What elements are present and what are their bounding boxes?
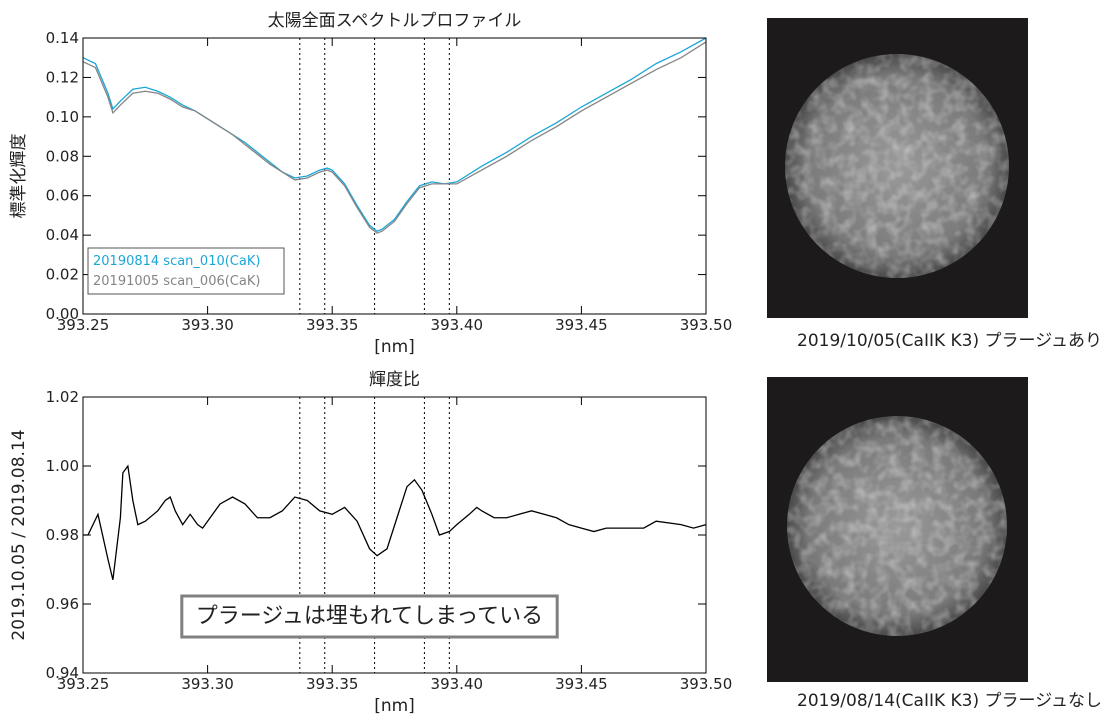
chart-title: 太陽全面スペクトルプロファイル	[268, 11, 522, 31]
data-line	[83, 42, 706, 233]
y-tick-label: 0.06	[46, 187, 79, 205]
x-axis-label: [nm]	[374, 337, 415, 357]
solar-image	[767, 377, 1028, 682]
x-tick-label: 393.45	[555, 675, 608, 693]
y-axis-label: 標準化輝度	[9, 134, 29, 219]
y-tick-label: 0.02	[46, 266, 79, 284]
y-tick-label: 1.02	[46, 388, 79, 406]
y-tick-label: 0.98	[46, 526, 79, 544]
x-tick-label: 393.40	[431, 316, 484, 334]
y-tick-label: 0.96	[46, 595, 79, 613]
x-tick-label: 393.50	[680, 316, 733, 334]
x-tick-label: 393.35	[306, 675, 359, 693]
x-tick-label: 393.45	[555, 316, 608, 334]
y-tick-label: 0.08	[46, 147, 79, 165]
x-tick-label: 393.35	[306, 316, 359, 334]
x-tick-label: 393.40	[431, 675, 484, 693]
data-line	[83, 466, 706, 580]
data-line	[83, 38, 706, 231]
y-tick-label: 0.12	[46, 68, 79, 86]
image-caption: 2019/08/14(CaIIK K3) プラージュなし	[797, 691, 1102, 711]
y-tick-label: 1.00	[46, 457, 79, 475]
x-tick-label: 393.50	[680, 675, 733, 693]
solar-image	[767, 18, 1028, 318]
y-axis-label: 2019.10.05 / 2019.08.14	[9, 429, 29, 640]
page: 2019/10/05(CaIIK K3) プラージュあり 2019/08/14(…	[0, 0, 1106, 723]
y-tick-label: 0.00	[46, 305, 79, 323]
y-tick-label: 0.94	[46, 664, 79, 682]
legend-entry: 20191005 scan_006(CaK)	[93, 274, 260, 289]
image-caption: 2019/10/05(CaIIK K3) プラージュあり	[797, 331, 1102, 351]
annotation: プラージュは埋もれてしまっている	[196, 604, 543, 629]
chart-title: 輝度比	[369, 370, 420, 390]
x-tick-label: 393.30	[181, 316, 234, 334]
y-tick-label: 0.04	[46, 226, 79, 244]
x-tick-label: 393.30	[181, 675, 234, 693]
y-tick-label: 0.14	[46, 29, 79, 47]
x-axis-label: [nm]	[374, 696, 415, 716]
legend-entry: 20190814 scan_010(CaK)	[93, 254, 260, 269]
y-tick-label: 0.10	[46, 108, 79, 126]
